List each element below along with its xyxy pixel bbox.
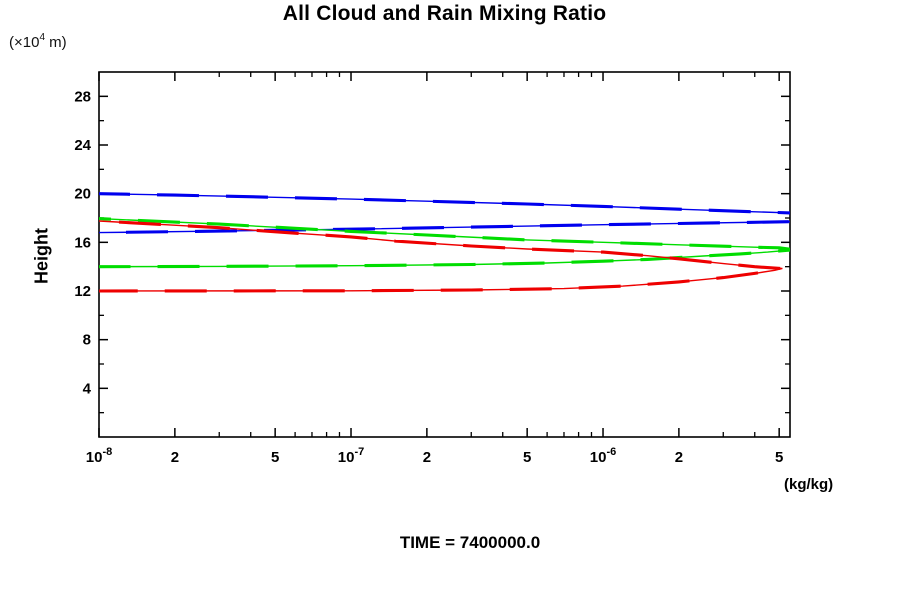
plot-frame (98, 71, 791, 438)
chart-title: All Cloud and Rain Mixing Ratio (282, 2, 607, 25)
y-tick-label: 20 (74, 186, 91, 203)
x-tick-label: 10-8 (86, 446, 112, 466)
x-tick-label: 5 (775, 449, 783, 466)
y-tick-label: 28 (74, 88, 91, 105)
y-axis-title: Height (31, 228, 52, 284)
y-tick-label: 24 (74, 137, 91, 154)
x-tick-label: 2 (171, 449, 179, 466)
green-profile-line-dashes (99, 217, 790, 269)
x-tick-label: 10-6 (590, 446, 616, 466)
y-tick-label: 12 (74, 283, 91, 300)
x-axis-unit-label: (kg/kg) (784, 476, 834, 493)
blue-profile-line (99, 193, 790, 214)
x-tick-label: 2 (423, 449, 431, 466)
y-tick-label: 16 (74, 234, 91, 251)
y-axis-unit-label: (×104 m) (9, 32, 67, 51)
x-tick-label: 5 (271, 449, 279, 466)
time-caption: TIME = 7400000.0 (399, 533, 541, 552)
blue-profile-line-dashes (99, 220, 790, 235)
x-tick-label: 2 (675, 449, 683, 466)
y-unit-prefix: (×10 (9, 34, 40, 51)
blue-profile-line-dashes (99, 192, 790, 215)
x-tick-label: 5 (523, 449, 531, 466)
x-tick-label: 10-7 (338, 446, 364, 466)
y-tick-label: 8 (83, 332, 91, 349)
y-unit-suffix: m) (45, 34, 67, 51)
y-tick-label: 4 (83, 380, 92, 397)
y-unit-exponent: 4 (39, 32, 46, 43)
red-profile-line-dashes (99, 219, 783, 293)
